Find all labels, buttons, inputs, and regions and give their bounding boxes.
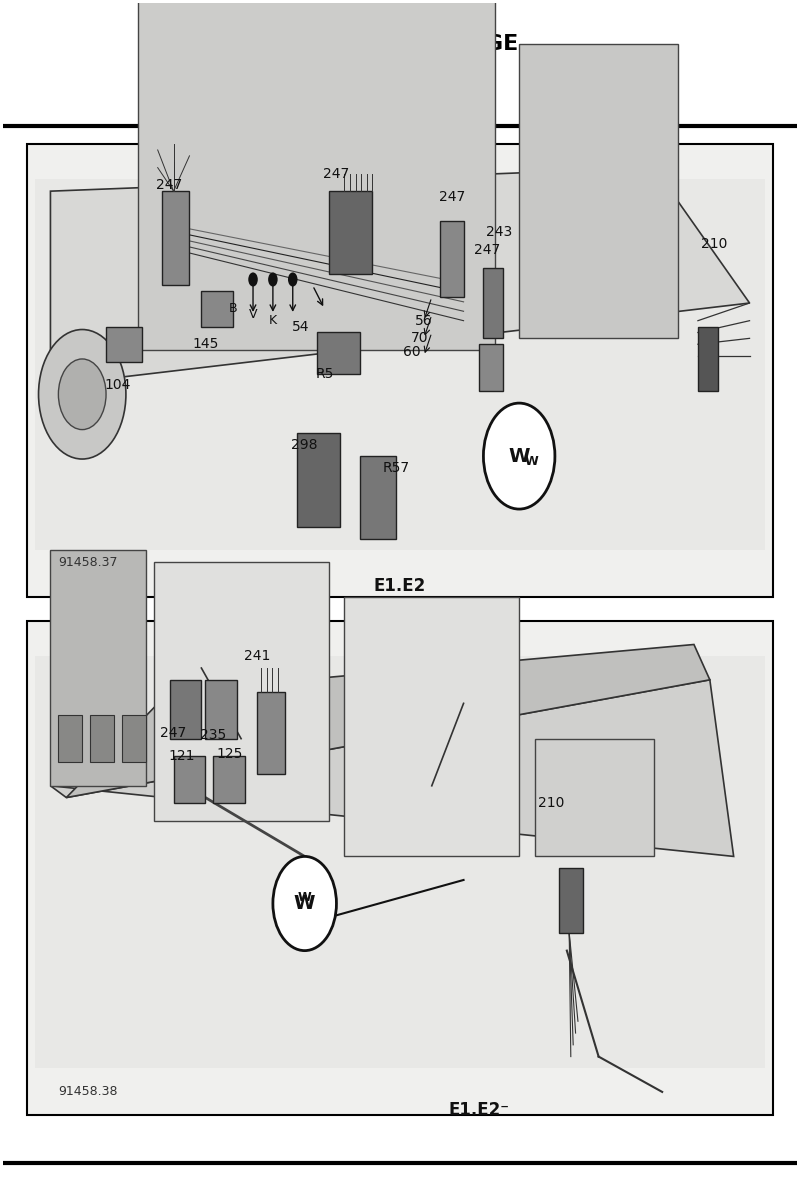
Polygon shape [50,680,734,856]
Polygon shape [66,645,710,797]
Bar [483,267,503,338]
Text: V: V [249,309,258,322]
Text: 104: 104 [105,379,131,393]
Bar [329,192,372,273]
Text: 60: 60 [403,345,421,360]
Bar [34,657,766,1068]
Bar [559,868,582,933]
Bar [202,291,233,327]
Bar [138,0,495,350]
Text: 145: 145 [192,337,218,351]
Text: PASSAGE CABLAGE: PASSAGE CABLAGE [282,34,518,54]
Text: 235: 235 [200,729,226,742]
Text: 247: 247 [323,167,350,181]
Bar [698,327,718,392]
Text: R5: R5 [315,367,334,381]
Circle shape [483,403,555,509]
Bar [257,692,285,774]
Text: 247: 247 [474,243,501,257]
Bar [58,716,82,762]
Text: 56: 56 [415,313,433,328]
Text: 125: 125 [216,746,242,761]
Circle shape [268,272,278,286]
Text: E1.E2: E1.E2 [374,576,426,595]
Text: 54: 54 [292,319,310,334]
Bar [535,738,654,856]
Bar [174,756,206,803]
Text: 298: 298 [291,439,318,452]
Bar [206,680,237,738]
Circle shape [288,272,298,286]
Bar [479,344,503,392]
Bar [26,144,774,597]
Text: 241: 241 [244,649,270,664]
Bar [297,433,341,526]
Text: 247: 247 [161,726,186,739]
Text: E1.E2⁻: E1.E2⁻ [449,1100,510,1119]
Text: 91458.38: 91458.38 [58,1086,118,1098]
Text: 247: 247 [157,179,182,193]
Bar [154,562,329,821]
Text: 243: 243 [486,226,513,239]
Text: 70: 70 [411,331,429,345]
Bar [34,180,766,550]
Text: W: W [298,891,311,904]
Bar [214,756,245,803]
Bar [519,44,678,338]
Bar [26,621,774,1116]
Text: R57: R57 [382,461,410,474]
Bar [162,192,190,285]
Text: 210: 210 [538,796,564,810]
Circle shape [248,272,258,286]
Text: W: W [509,447,530,466]
Text: B: B [229,303,238,316]
Text: K: K [269,315,277,328]
Polygon shape [50,168,750,386]
Text: 91458.37: 91458.37 [58,556,118,569]
Circle shape [38,330,126,459]
Bar [170,680,202,738]
Bar [440,220,463,297]
Bar [344,597,519,856]
Bar [90,716,114,762]
Bar [106,327,142,362]
Text: W: W [294,894,315,913]
Bar [360,457,396,538]
Text: 121: 121 [168,749,194,763]
Bar [317,332,360,374]
Text: 210: 210 [701,237,727,251]
Bar [122,716,146,762]
Text: S21: S21 [377,58,423,78]
Text: W: W [524,455,538,468]
Circle shape [58,358,106,429]
Bar [50,550,146,786]
Text: 247: 247 [438,190,465,203]
Circle shape [273,856,337,951]
